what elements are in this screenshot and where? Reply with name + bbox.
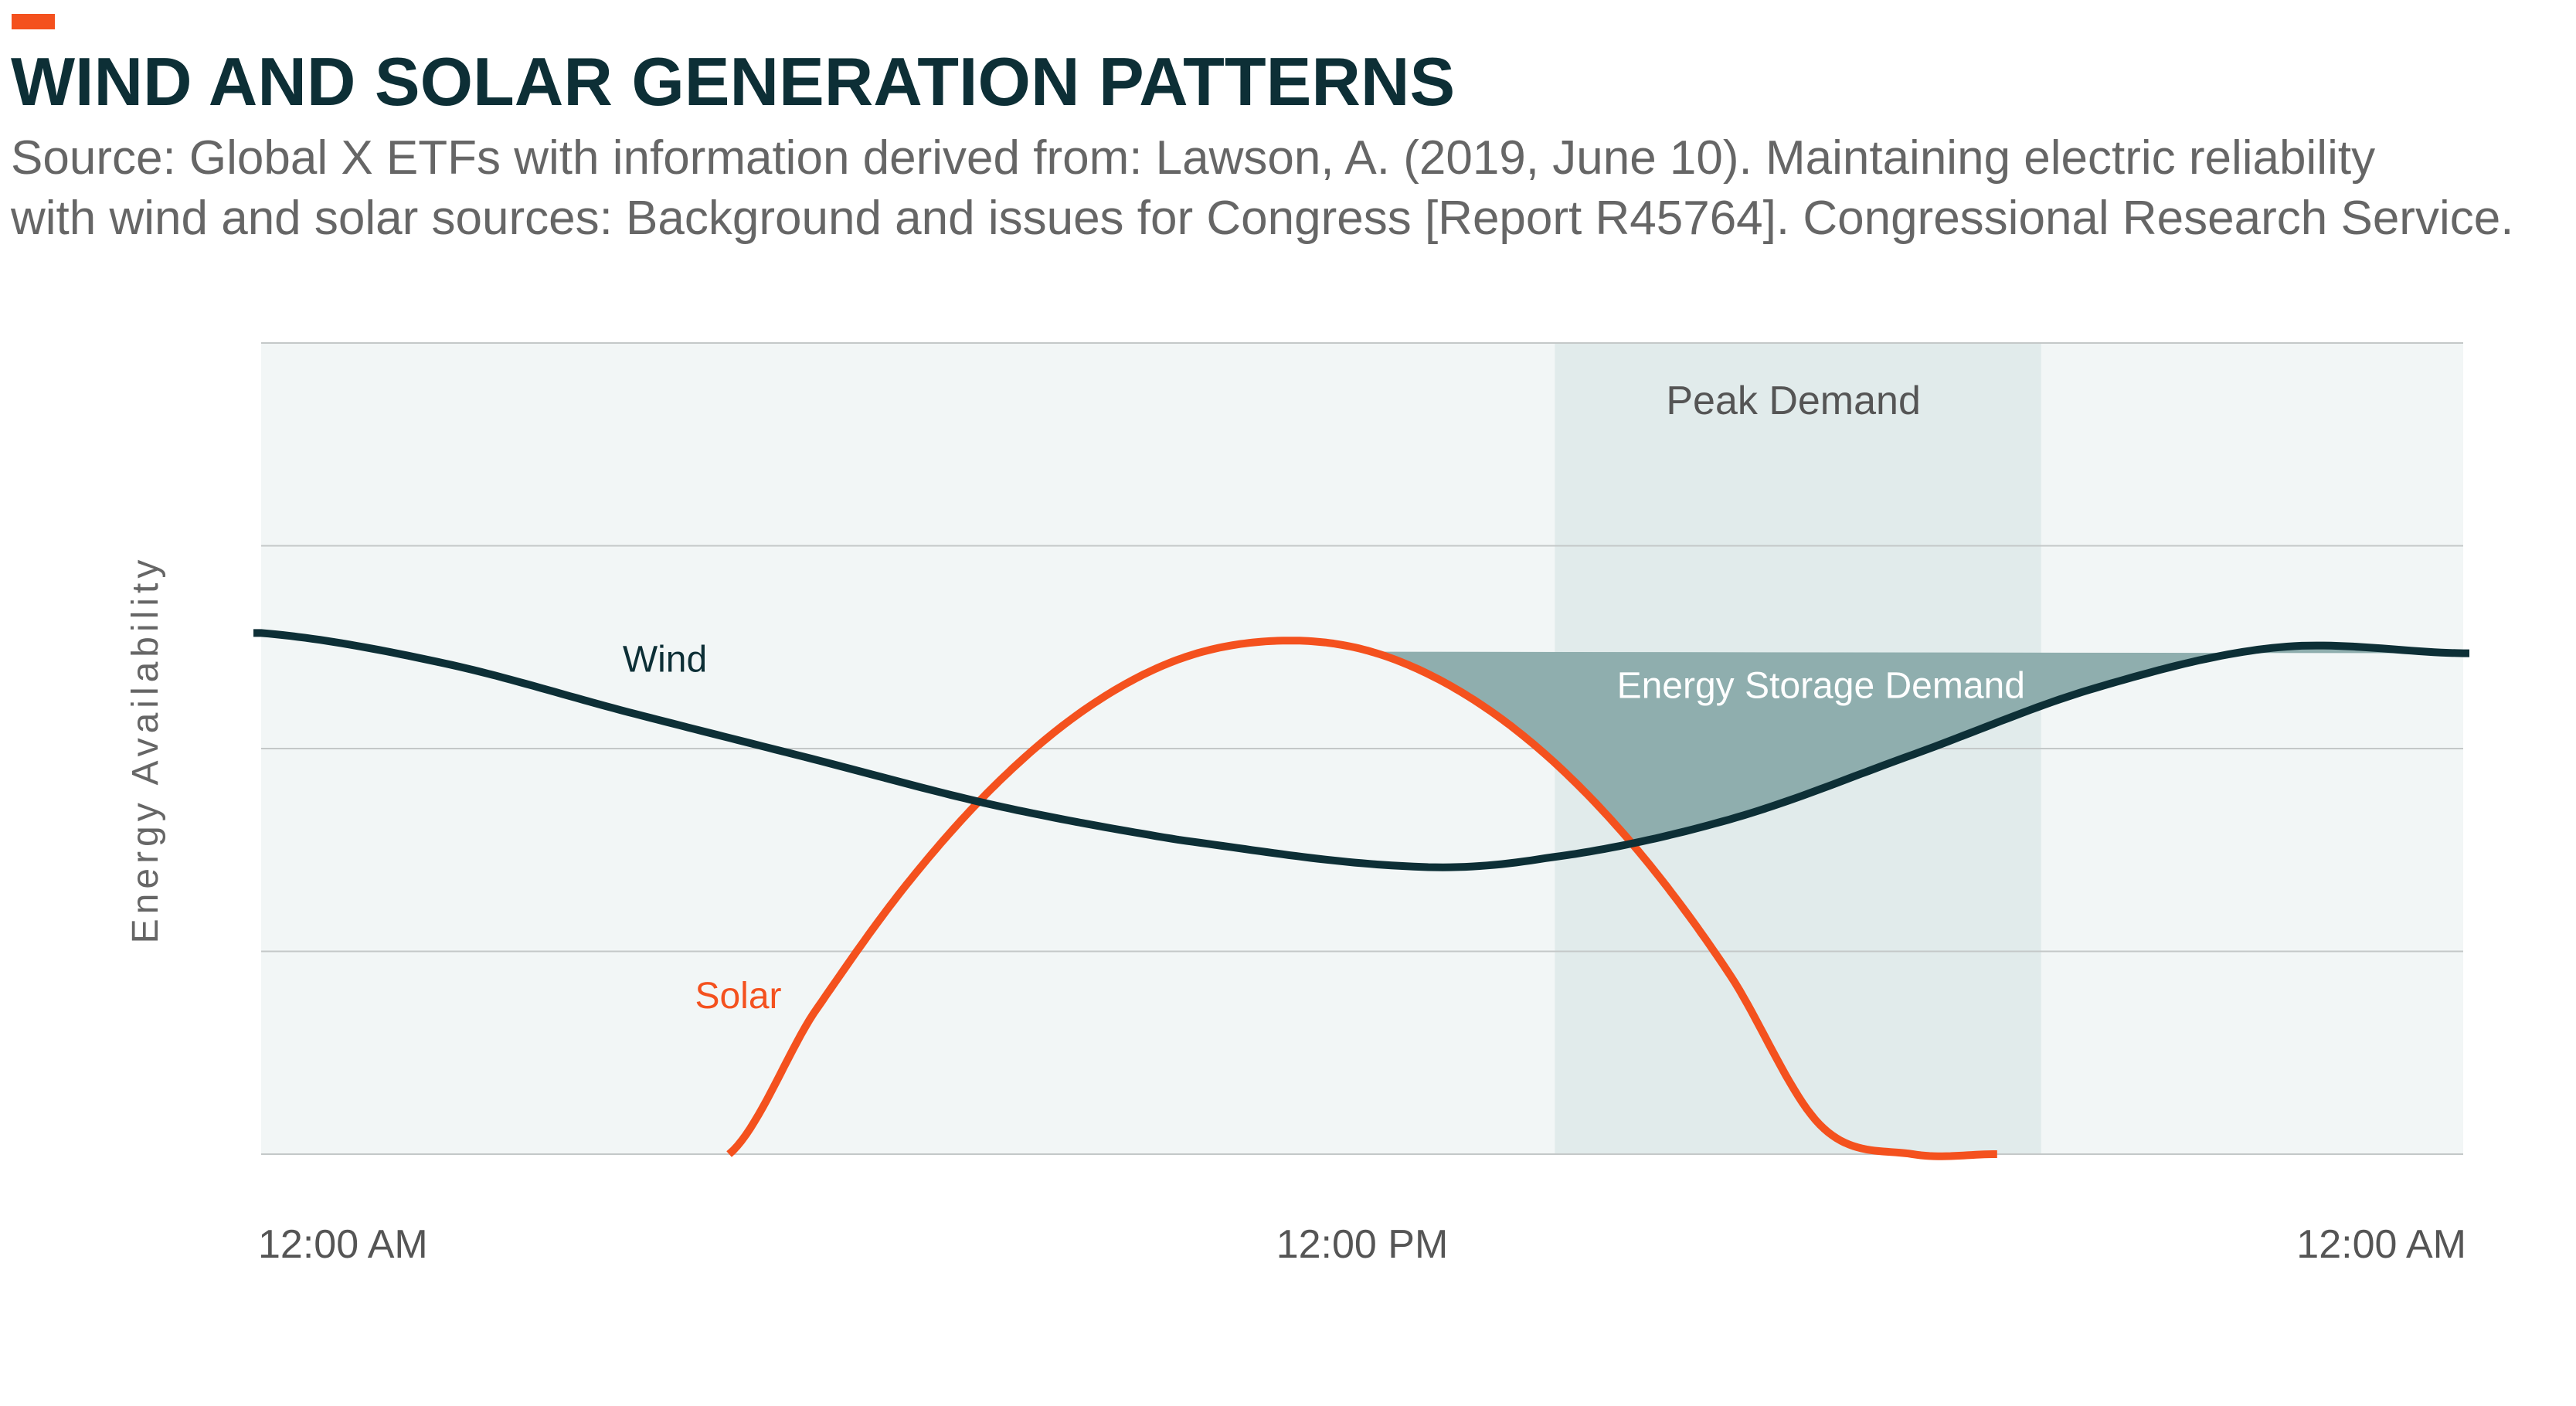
energy-storage-label: Energy Storage Demand	[1617, 665, 2025, 706]
x-tick-label: 12:00 AM	[258, 1222, 428, 1267]
solar-label: Solar	[695, 976, 781, 1017]
chart-title: WIND AND SOLAR GENERATION PATTERNS	[11, 43, 1456, 120]
solar-line	[726, 637, 1997, 1160]
wind-label: Wind	[623, 639, 707, 680]
source-line-2: with wind and solar sources: Background …	[11, 192, 2514, 245]
energy-storage-area	[1371, 645, 2463, 843]
accent-bar	[12, 14, 55, 29]
x-tick-label: 12:00 AM	[2296, 1222, 2466, 1267]
x-tick-label: 12:00 PM	[1276, 1222, 1449, 1267]
y-axis-label: Energy Availability	[125, 555, 166, 944]
source-line-1: Source: Global X ETFs with information d…	[11, 131, 2376, 185]
source-note: Source: Global X ETFs with information d…	[11, 128, 2561, 249]
peak-demand-label: Peak Demand	[1666, 379, 1921, 423]
wind-line	[253, 629, 2469, 871]
